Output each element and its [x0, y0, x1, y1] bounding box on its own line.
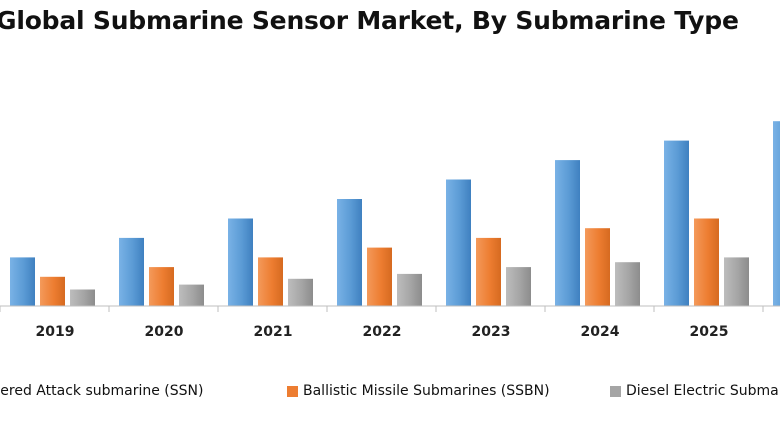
bar-2025-series-0 — [664, 140, 689, 306]
legend-item-ssn: Nuclear Powered Attack submarine (SSN) — [0, 383, 203, 399]
bar-2020-series-2 — [179, 284, 204, 306]
bar-2022-series-0 — [337, 199, 362, 306]
x-axis-ticks — [0, 306, 764, 312]
bar-2025-series-2 — [724, 257, 749, 306]
bar-2019-series-1 — [40, 276, 65, 306]
bars-group — [10, 121, 780, 306]
x-tick-label-2020: 2020 — [145, 324, 184, 340]
bar-2019-series-2 — [70, 289, 95, 306]
bar-2019-series-0 — [10, 257, 35, 306]
legend-swatch-diesel — [610, 385, 621, 397]
bar-2020-series-0 — [119, 237, 144, 306]
legend-label-ssn: Nuclear Powered Attack submarine (SSN) — [0, 383, 204, 399]
bar-2021-series-2 — [288, 278, 313, 306]
x-axis-tick-labels: 20192020202120222023202420252026 — [36, 324, 729, 340]
bar-2024-series-0 — [555, 160, 580, 306]
bar-2023-series-1 — [476, 237, 501, 306]
bar-2021-series-1 — [258, 257, 283, 306]
legend-label-diesel: Diesel Electric Submarine — [626, 383, 780, 399]
bar-2024-series-1 — [585, 228, 610, 306]
x-tick-label-2019: 2019 — [36, 324, 75, 340]
bar-2026-series-0 — [773, 121, 780, 306]
chart-title: Global Submarine Sensor Market, By Subma… — [0, 6, 739, 35]
bar-2023-series-0 — [446, 179, 471, 306]
bar-2021-series-0 — [228, 218, 253, 306]
x-tick-label-2023: 2023 — [472, 324, 511, 340]
x-tick-label-2025: 2025 — [690, 324, 729, 340]
bar-2022-series-1 — [367, 247, 392, 306]
legend-swatch-ssbn — [287, 385, 298, 397]
legend-item-diesel: Diesel Electric Submarine — [610, 383, 780, 399]
legend: Nuclear Powered Attack submarine (SSN) B… — [0, 383, 780, 407]
legend-item-ssbn: Ballistic Missile Submarines (SSBN) — [287, 383, 550, 399]
legend-label-ssbn: Ballistic Missile Submarines (SSBN) — [303, 383, 550, 399]
bar-2023-series-2 — [506, 267, 531, 306]
bar-2020-series-1 — [149, 267, 174, 306]
bar-2024-series-2 — [615, 262, 640, 306]
x-tick-label-2022: 2022 — [363, 324, 402, 340]
x-tick-label-2021: 2021 — [254, 324, 293, 340]
bar-2022-series-2 — [397, 273, 422, 306]
x-tick-label-2024: 2024 — [581, 324, 620, 340]
bar-2025-series-1 — [694, 218, 719, 306]
